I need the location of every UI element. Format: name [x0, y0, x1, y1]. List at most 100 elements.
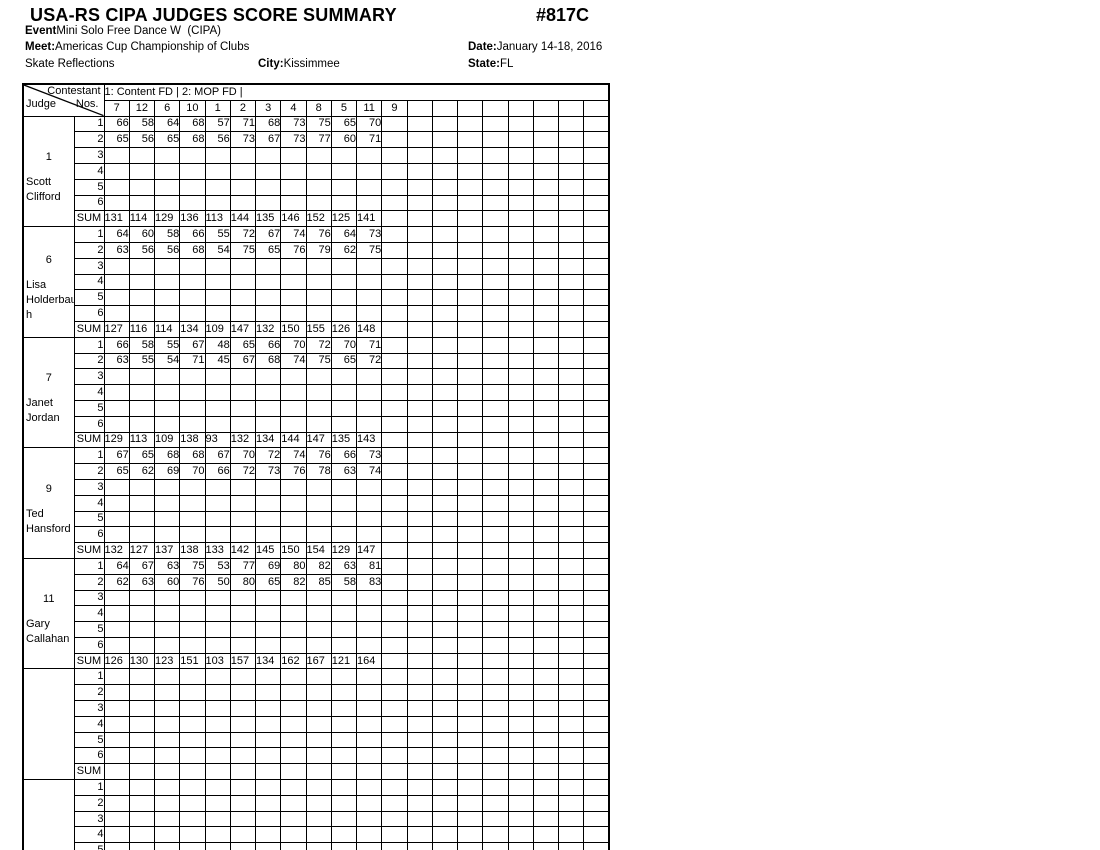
score-cell: [482, 621, 509, 638]
score-cell: [179, 842, 206, 850]
score-cell: [179, 731, 206, 749]
row-label: 3: [73, 810, 105, 828]
score-cell: [431, 415, 459, 433]
score-cell: [507, 463, 534, 480]
sum-cell: 109: [153, 431, 181, 449]
score-cell: [557, 779, 585, 796]
score-cell: [507, 636, 534, 654]
score-cell: [583, 399, 610, 417]
score-cell: [179, 715, 206, 733]
score-cell: [204, 731, 231, 749]
score-cell: [532, 352, 560, 370]
score-cell: [507, 842, 534, 850]
score-cell: [557, 684, 585, 702]
score-cell: [355, 510, 383, 528]
sum-cell: [229, 763, 257, 781]
score-cell: [280, 194, 307, 212]
score-cell: [153, 257, 181, 275]
score-cell: [456, 194, 484, 212]
score-cell: [431, 684, 459, 702]
score-cell: [229, 700, 257, 717]
score-cell: [254, 589, 282, 607]
score-cell: 65: [254, 573, 282, 591]
row-label: SUM: [73, 542, 105, 559]
date-value: January 14-18, 2016: [496, 41, 603, 53]
judge-block-6-row-2: 2: [23, 684, 610, 702]
score-cell: [254, 368, 282, 386]
judge-block-4-row-5: 5: [23, 510, 610, 528]
score-cell: [229, 684, 257, 702]
score-cell: [507, 589, 534, 607]
score-cell: 71: [355, 131, 383, 149]
score-cell: [254, 810, 282, 828]
row-label: 2: [73, 241, 105, 259]
score-cell: [153, 605, 181, 623]
score-cell: [128, 715, 156, 733]
score-cell: [355, 605, 383, 623]
score-cell: [406, 636, 433, 654]
score-cell: [482, 289, 509, 307]
score-cell: [305, 826, 332, 844]
judge-block-6-row-6: 6: [23, 747, 610, 765]
contestant-number: [532, 99, 560, 117]
score-cell: [179, 810, 206, 828]
score-cell: [406, 810, 433, 828]
score-cell: [507, 384, 534, 401]
score-cell: [381, 415, 408, 433]
score-cell: [583, 526, 610, 544]
score-cell: [254, 305, 282, 322]
judge-block-4-row-3: 3: [23, 478, 610, 496]
judge-block-7-row-3: 3: [23, 810, 610, 828]
score-cell: [431, 526, 459, 544]
score-cell: [179, 289, 206, 307]
score-cell: [482, 715, 509, 733]
score-cell: [583, 305, 610, 322]
sum-cell: 151: [179, 652, 206, 670]
sum-cell: [482, 652, 509, 670]
score-cell: [204, 178, 231, 196]
score-cell: [305, 147, 332, 164]
score-cell: 77: [305, 131, 332, 149]
score-cell: [381, 668, 408, 686]
score-cell: 76: [179, 573, 206, 591]
score-cell: [482, 510, 509, 528]
score-cell: [381, 194, 408, 212]
score-cell: 81: [355, 557, 383, 575]
score-cell: [431, 368, 459, 386]
score-cell: 55: [204, 226, 231, 243]
judge-block-5-row-4: 4: [23, 605, 610, 623]
score-cell: [507, 147, 534, 164]
score-cell: [557, 399, 585, 417]
sum-cell: [431, 652, 459, 670]
score-cell: 63: [103, 352, 130, 370]
row-label: 4: [73, 715, 105, 733]
score-cell: [355, 826, 383, 844]
diagonal-line: [24, 85, 103, 116]
score-cell: [128, 478, 156, 496]
sum-cell: 162: [280, 652, 307, 670]
score-cell: 80: [280, 557, 307, 575]
score-cell: [254, 289, 282, 307]
score-cell: [280, 826, 307, 844]
sum-cell: 113: [204, 210, 231, 228]
score-cell: [557, 747, 585, 765]
score-cell: [583, 336, 610, 354]
score-cell: [330, 289, 358, 307]
score-cell: [583, 115, 610, 133]
score-cell: [532, 715, 560, 733]
score-cell: 65: [330, 115, 358, 133]
sum-cell: [204, 763, 231, 781]
score-cell: [280, 162, 307, 180]
score-cell: [128, 747, 156, 765]
score-cell: 77: [229, 557, 257, 575]
score-cell: [557, 273, 585, 291]
score-cell: [229, 510, 257, 528]
score-cell: [153, 842, 181, 850]
score-cell: [355, 747, 383, 765]
score-cell: [330, 399, 358, 417]
judge-block-1-row-2: 2 65 56 65 68 56 73 67 73 77 60 71: [23, 131, 610, 149]
sum-cell: [153, 763, 181, 781]
score-cell: [482, 399, 509, 417]
score-cell: [179, 668, 206, 686]
sum-cell: [406, 210, 433, 228]
